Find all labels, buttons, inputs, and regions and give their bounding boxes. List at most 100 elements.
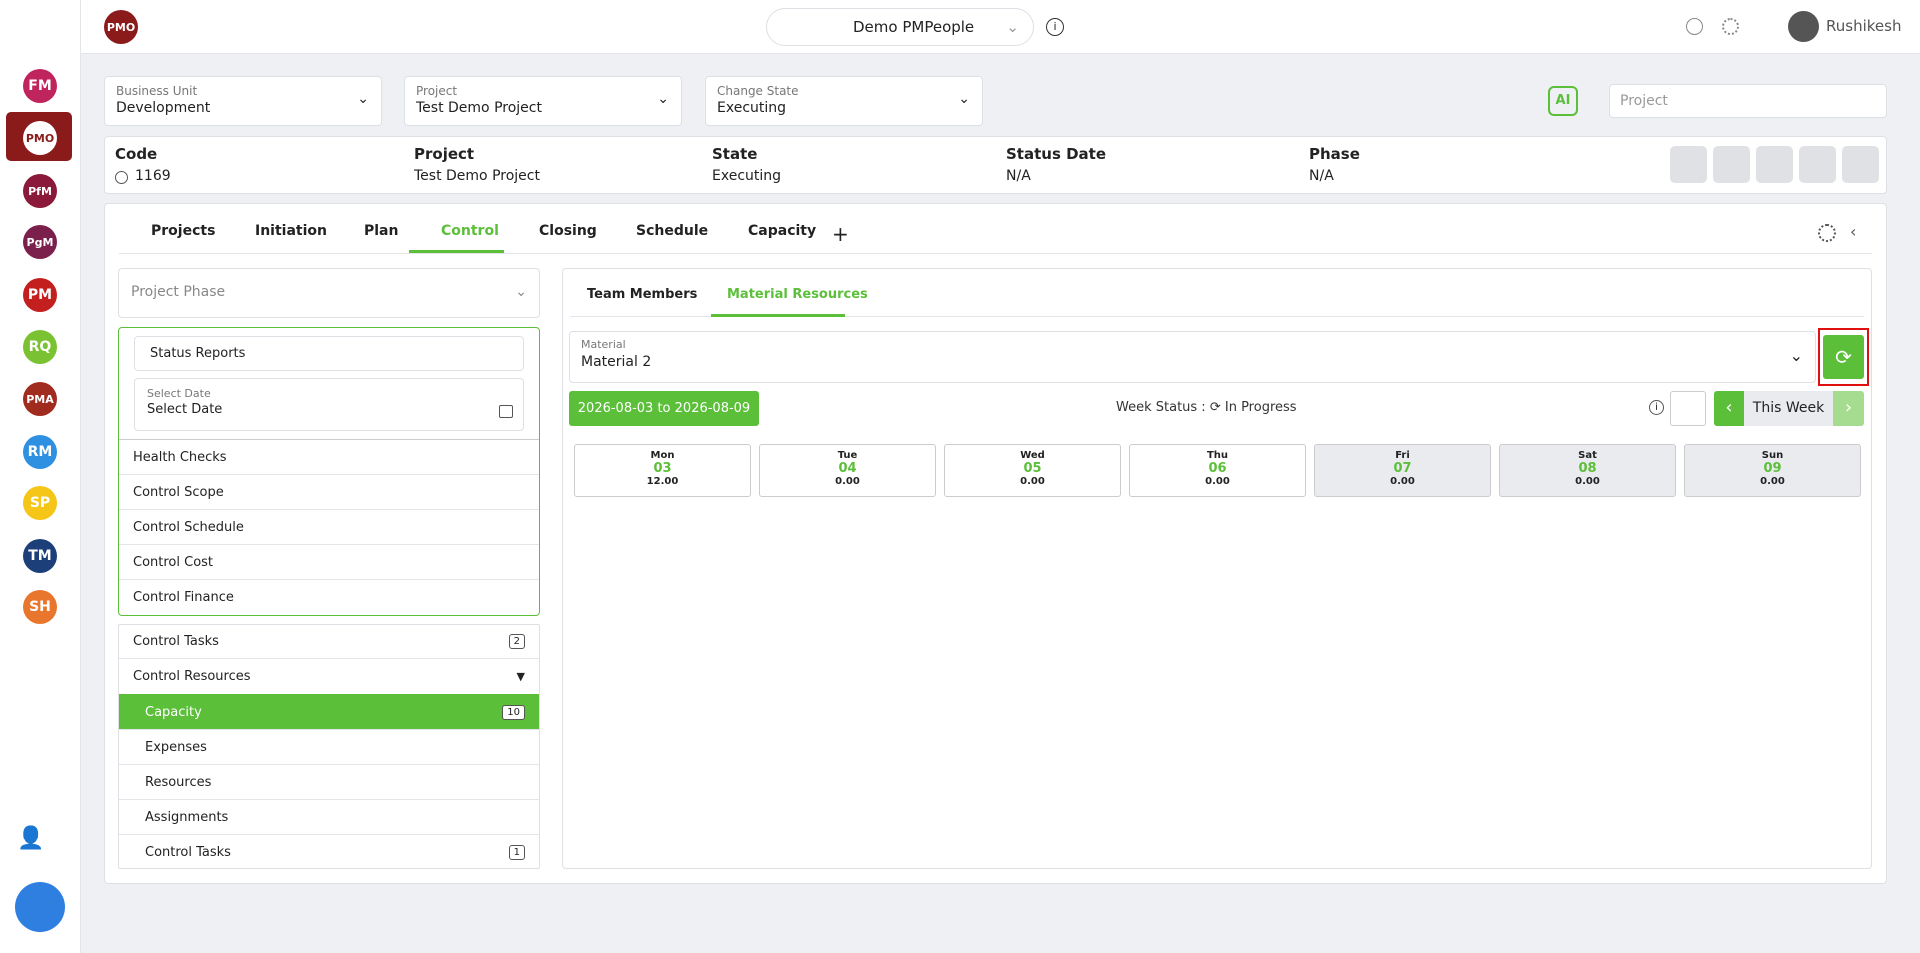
calendar-button[interactable] [1670,391,1706,426]
user-name[interactable]: Rushikesh [1826,17,1902,35]
settings-icon[interactable] [1722,18,1739,35]
sidebar: FM PMO PfM PgM PM RQ PMA RM SP TM SH [0,0,81,953]
day-value: 0.00 [1020,476,1045,487]
day-value: 0.00 [1760,476,1785,487]
tab[interactable]: Schedule [636,223,709,239]
tab[interactable]: Plan [364,223,399,239]
material-value: Material 2 [581,354,652,370]
action-button[interactable] [1799,146,1836,183]
day-name: Wed [1020,450,1045,461]
week-info[interactable]: i [1649,400,1664,415]
sub-label: Capacity [145,704,202,720]
chevron: ⌄ [357,91,369,107]
filter-select[interactable]: Change State Executing ⌄ [705,76,983,126]
filter-label: Business Unit [116,84,198,98]
filter-value: Executing [717,100,787,116]
day-card: Fri 07 0.00 [1314,444,1491,497]
day-value: 0.00 [1205,476,1230,487]
ai-button[interactable]: AI [1548,86,1578,116]
sidebar-item[interactable]: FM [23,69,57,103]
tab[interactable]: Closing [539,223,597,239]
day-date: 08 [1578,461,1597,476]
filter-select[interactable]: Business Unit Development ⌄ [104,76,382,126]
search-input[interactable]: Project [1609,84,1887,118]
day-value: 0.00 [1390,476,1415,487]
sub-label: Control Tasks [145,845,231,860]
day-card: Mon 03 12.00 [574,444,751,497]
sub-label: Assignments [145,810,229,825]
info-header: State [712,145,758,163]
globe-icon[interactable] [1686,18,1703,35]
status-reports-input[interactable]: Status Reports [134,336,524,371]
menu-item[interactable]: Control Schedule [119,509,539,544]
tab[interactable]: Projects [151,223,216,239]
date-label: Select Date [147,387,211,400]
sub-item[interactable]: Control Tasks 1 [119,834,539,870]
tab[interactable]: Control [441,223,499,239]
sub-item[interactable]: Capacity 10 [119,694,539,730]
collapse-button[interactable]: ‹ [1850,222,1857,241]
prev-week[interactable]: ‹ [1714,391,1744,426]
week-status-label: Week Status : [1116,400,1206,415]
add-user-icon[interactable]: 👤 [17,826,45,851]
sidebar-item[interactable]: PM [23,278,57,312]
tab[interactable]: Initiation [255,223,327,239]
sub-item[interactable]: Resources [119,764,539,800]
menu-item[interactable]: Control Cost [119,544,539,579]
settings-button[interactable] [1818,224,1836,242]
menu-item[interactable]: Control Scope [119,474,539,509]
this-week[interactable]: This Week [1744,391,1833,426]
material-select[interactable]: Material Material 2 ⌄ [569,331,1816,383]
day-name: Mon [650,450,675,461]
phase-placeholder: Project Phase [131,284,226,300]
menu-label: Control Cost [133,554,214,570]
sub-label: Resources [145,775,212,790]
day-date: 07 [1393,461,1412,476]
control-resources[interactable]: Control Resources ▼ [119,658,539,694]
info-icon[interactable]: i [1046,18,1064,36]
sub-label: Expenses [145,740,207,755]
menu-label: Control Scope [133,484,224,500]
action-button[interactable] [1670,146,1707,183]
sidebar-item[interactable]: PfM [23,174,57,208]
workspace-select[interactable]: Demo PMPeople ⌄ [766,8,1034,46]
sidebar-item[interactable]: RQ [23,330,57,364]
filter-select[interactable]: Project Test Demo Project ⌄ [404,76,682,126]
control-resources-label: Control Resources [133,669,251,684]
radio[interactable] [115,171,128,184]
sidebar-item[interactable]: RM [23,435,57,469]
control-tasks[interactable]: Control Tasks 2 [119,625,539,658]
week-status: Week Status : ⟳ In Progress [1116,400,1297,415]
action-button[interactable] [1842,146,1879,183]
chat-button[interactable] [15,882,65,932]
menu-item[interactable]: Health Checks [119,439,539,474]
sidebar-item[interactable]: PMO [23,121,57,155]
menu-label: Health Checks [133,449,227,465]
subtab[interactable]: Material Resources [727,287,868,302]
next-week[interactable]: › [1833,391,1864,426]
phase-select[interactable]: Project Phase ⌄ [118,268,540,318]
menu-item[interactable]: Control Finance [119,579,539,614]
action-button[interactable] [1756,146,1793,183]
subtab[interactable]: Team Members [587,287,698,302]
sidebar-item[interactable]: PgM [23,225,57,259]
sidebar-item[interactable]: PMA [23,382,57,416]
day-card: Sat 08 0.00 [1499,444,1676,497]
action-button[interactable] [1713,146,1750,183]
info-value: Test Demo Project [414,168,540,184]
avatar[interactable] [1788,11,1819,42]
sub-item[interactable]: Assignments [119,799,539,835]
sub-item[interactable]: Expenses [119,729,539,765]
badge[interactable]: PMO [104,10,138,44]
sidebar-item[interactable]: TM [23,539,57,573]
day-date: 06 [1208,461,1227,476]
date-value: Select Date [147,402,223,417]
tab[interactable]: Capacity [748,223,817,239]
day-date: 05 [1023,461,1042,476]
date-input[interactable]: Select Date Select Date [134,378,524,431]
sidebar-item[interactable]: SP [23,486,57,520]
date-range[interactable]: 2026-08-03 to 2026-08-09 [569,391,759,426]
refresh-button[interactable]: ⟳ [1823,335,1864,379]
sidebar-item[interactable]: SH [23,590,57,624]
add-tab[interactable]: + [832,222,849,246]
